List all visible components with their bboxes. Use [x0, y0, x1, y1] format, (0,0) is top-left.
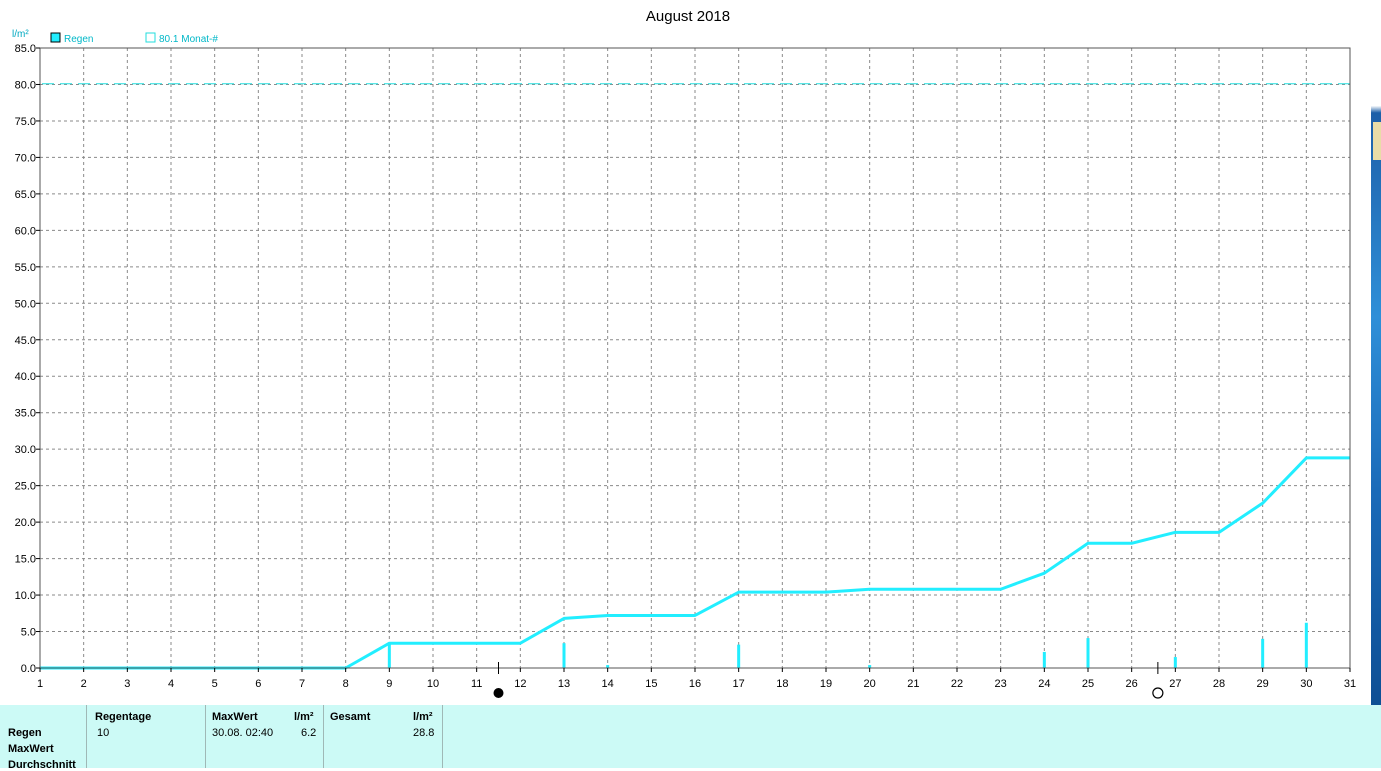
cumulative-rain-line: [40, 456, 1350, 670]
x-tick-label: 9: [386, 678, 392, 690]
daily-rain-bar: [737, 644, 741, 668]
y-tick-label: 85.0: [15, 43, 36, 55]
y-tick-label: 5.0: [21, 627, 36, 639]
y-tick-label: 45.0: [15, 335, 36, 347]
daily-rain-bar: [606, 665, 610, 668]
y-tick-label: 10.0: [15, 590, 36, 602]
grid: [39, 47, 1351, 669]
x-tick-label: 8: [343, 678, 349, 690]
x-tick-label: 31: [1344, 678, 1356, 690]
daily-rain-bar: [562, 643, 566, 668]
x-tick-label: 17: [733, 678, 745, 690]
x-tick-label: 15: [645, 678, 657, 690]
gesamt-column: Gesamt l/m² 28.8: [323, 705, 443, 768]
x-tick-label: 26: [1126, 678, 1138, 690]
daily-rain-bar: [1086, 638, 1090, 668]
y-tick-label: 55.0: [15, 262, 36, 274]
y-tick-label: 35.0: [15, 408, 36, 420]
row-label-maxwert: MaxWert: [8, 743, 54, 755]
x-tick-label: 6: [255, 678, 261, 690]
y-axis: 0.0 5.0 10.0 15.0 20.0 25.0 30.0 35.0 40.0 45.0 50…: [15, 43, 40, 675]
maxwert-date: 30.08. 02:40: [212, 727, 274, 739]
maxwert-value: 6.2: [301, 727, 317, 739]
daily-rain-bar: [387, 643, 391, 668]
x-tick-label: 28: [1213, 678, 1225, 690]
y-axis-unit: l/m²: [12, 29, 29, 40]
moon-phases: [493, 662, 1164, 699]
row-label-regen: Regen: [8, 727, 42, 739]
daily-bars: [387, 622, 1308, 668]
y-tick-label: 25.0: [15, 481, 36, 493]
x-tick-label: 2: [81, 678, 87, 690]
x-tick-label: 20: [864, 678, 876, 690]
y-tick-label: 0.0: [21, 663, 36, 675]
gesamt-value: 28.8: [413, 727, 435, 739]
x-tick-label: 5: [212, 678, 218, 690]
legend-swatch-monat: [145, 32, 156, 43]
x-tick-label: 4: [168, 678, 174, 690]
x-tick-label: 10: [427, 678, 439, 690]
x-tick-label: 1: [37, 678, 43, 690]
legend: Regen 80.1 Monat-#: [50, 32, 218, 45]
daily-rain-bar: [1304, 622, 1308, 668]
x-tick-label: 29: [1257, 678, 1269, 690]
desktop-glint: [1373, 122, 1381, 160]
x-tick-label: 13: [558, 678, 570, 690]
x-tick-label: 24: [1038, 678, 1050, 690]
desktop-background-strip: [1371, 0, 1381, 705]
daily-rain-bar: [868, 665, 872, 668]
cumulative-line-layer: [40, 456, 1350, 670]
new-moon-icon: [493, 688, 504, 698]
row-labels-column: Regen MaxWert Durchschnitt: [0, 705, 86, 771]
regentage-column: Regentage 10: [86, 705, 205, 768]
y-tick-label: 75.0: [15, 116, 36, 128]
y-tick-label: 20.0: [15, 517, 36, 529]
x-tick-label: 12: [514, 678, 526, 690]
x-tick-label: 19: [820, 678, 832, 690]
gesamt-header: Gesamt: [330, 711, 371, 723]
x-tick-label: 18: [776, 678, 788, 690]
daily-rain-bar: [1173, 657, 1177, 668]
maxwert-column: MaxWert l/m² 30.08. 02:40 6.2: [205, 705, 324, 768]
full-moon-icon: [1152, 687, 1164, 699]
rain-chart: August 2018 l/m² Regen 80.1 Monat-# 0.0 5…: [12, 8, 1356, 699]
legend-swatch-regen: [50, 32, 61, 43]
daily-rain-bar: [1261, 638, 1265, 668]
regentage-header: Regentage: [95, 711, 152, 723]
x-tick-label: 3: [124, 678, 130, 690]
maxwert-unit: l/m²: [294, 711, 314, 723]
x-tick-label: 21: [907, 678, 919, 690]
x-tick-label: 23: [995, 678, 1007, 690]
x-tick-label: 14: [602, 678, 614, 690]
gesamt-unit: l/m²: [413, 711, 433, 723]
y-tick-label: 65.0: [15, 189, 36, 201]
regentage-value: 10: [97, 727, 110, 739]
x-tick-label: 7: [299, 678, 305, 690]
y-tick-label: 80.0: [15, 79, 36, 91]
x-tick-label: 16: [689, 678, 701, 690]
legend-label-monat: 80.1 Monat-#: [159, 34, 218, 45]
y-tick-label: 50.0: [15, 298, 36, 310]
row-label-durchschnitt: Durchschnitt: [8, 759, 76, 771]
x-axis: 1 2 3 4 5 6 7 8 9 10 11 12 13 14 15 16 17 18 19 20 21 22 23 24 2…: [37, 668, 1356, 690]
daily-rain-bar: [1042, 651, 1046, 668]
x-tick-label: 30: [1300, 678, 1312, 690]
maxwert-header: MaxWert: [212, 711, 258, 723]
y-tick-label: 30.0: [15, 444, 36, 456]
x-tick-label: 22: [951, 678, 963, 690]
summary-table: Regen MaxWert Durchschnitt Regentage 10 …: [0, 705, 1381, 771]
legend-label-regen: Regen: [64, 34, 93, 45]
y-tick-label: 70.0: [15, 152, 36, 164]
x-tick-label: 11: [471, 678, 482, 690]
y-tick-label: 15.0: [15, 554, 36, 566]
y-tick-label: 40.0: [15, 371, 36, 383]
x-tick-label: 25: [1082, 678, 1094, 690]
y-tick-label: 60.0: [15, 225, 36, 237]
chart-title: August 2018: [646, 8, 730, 25]
x-tick-label: 27: [1169, 678, 1181, 690]
